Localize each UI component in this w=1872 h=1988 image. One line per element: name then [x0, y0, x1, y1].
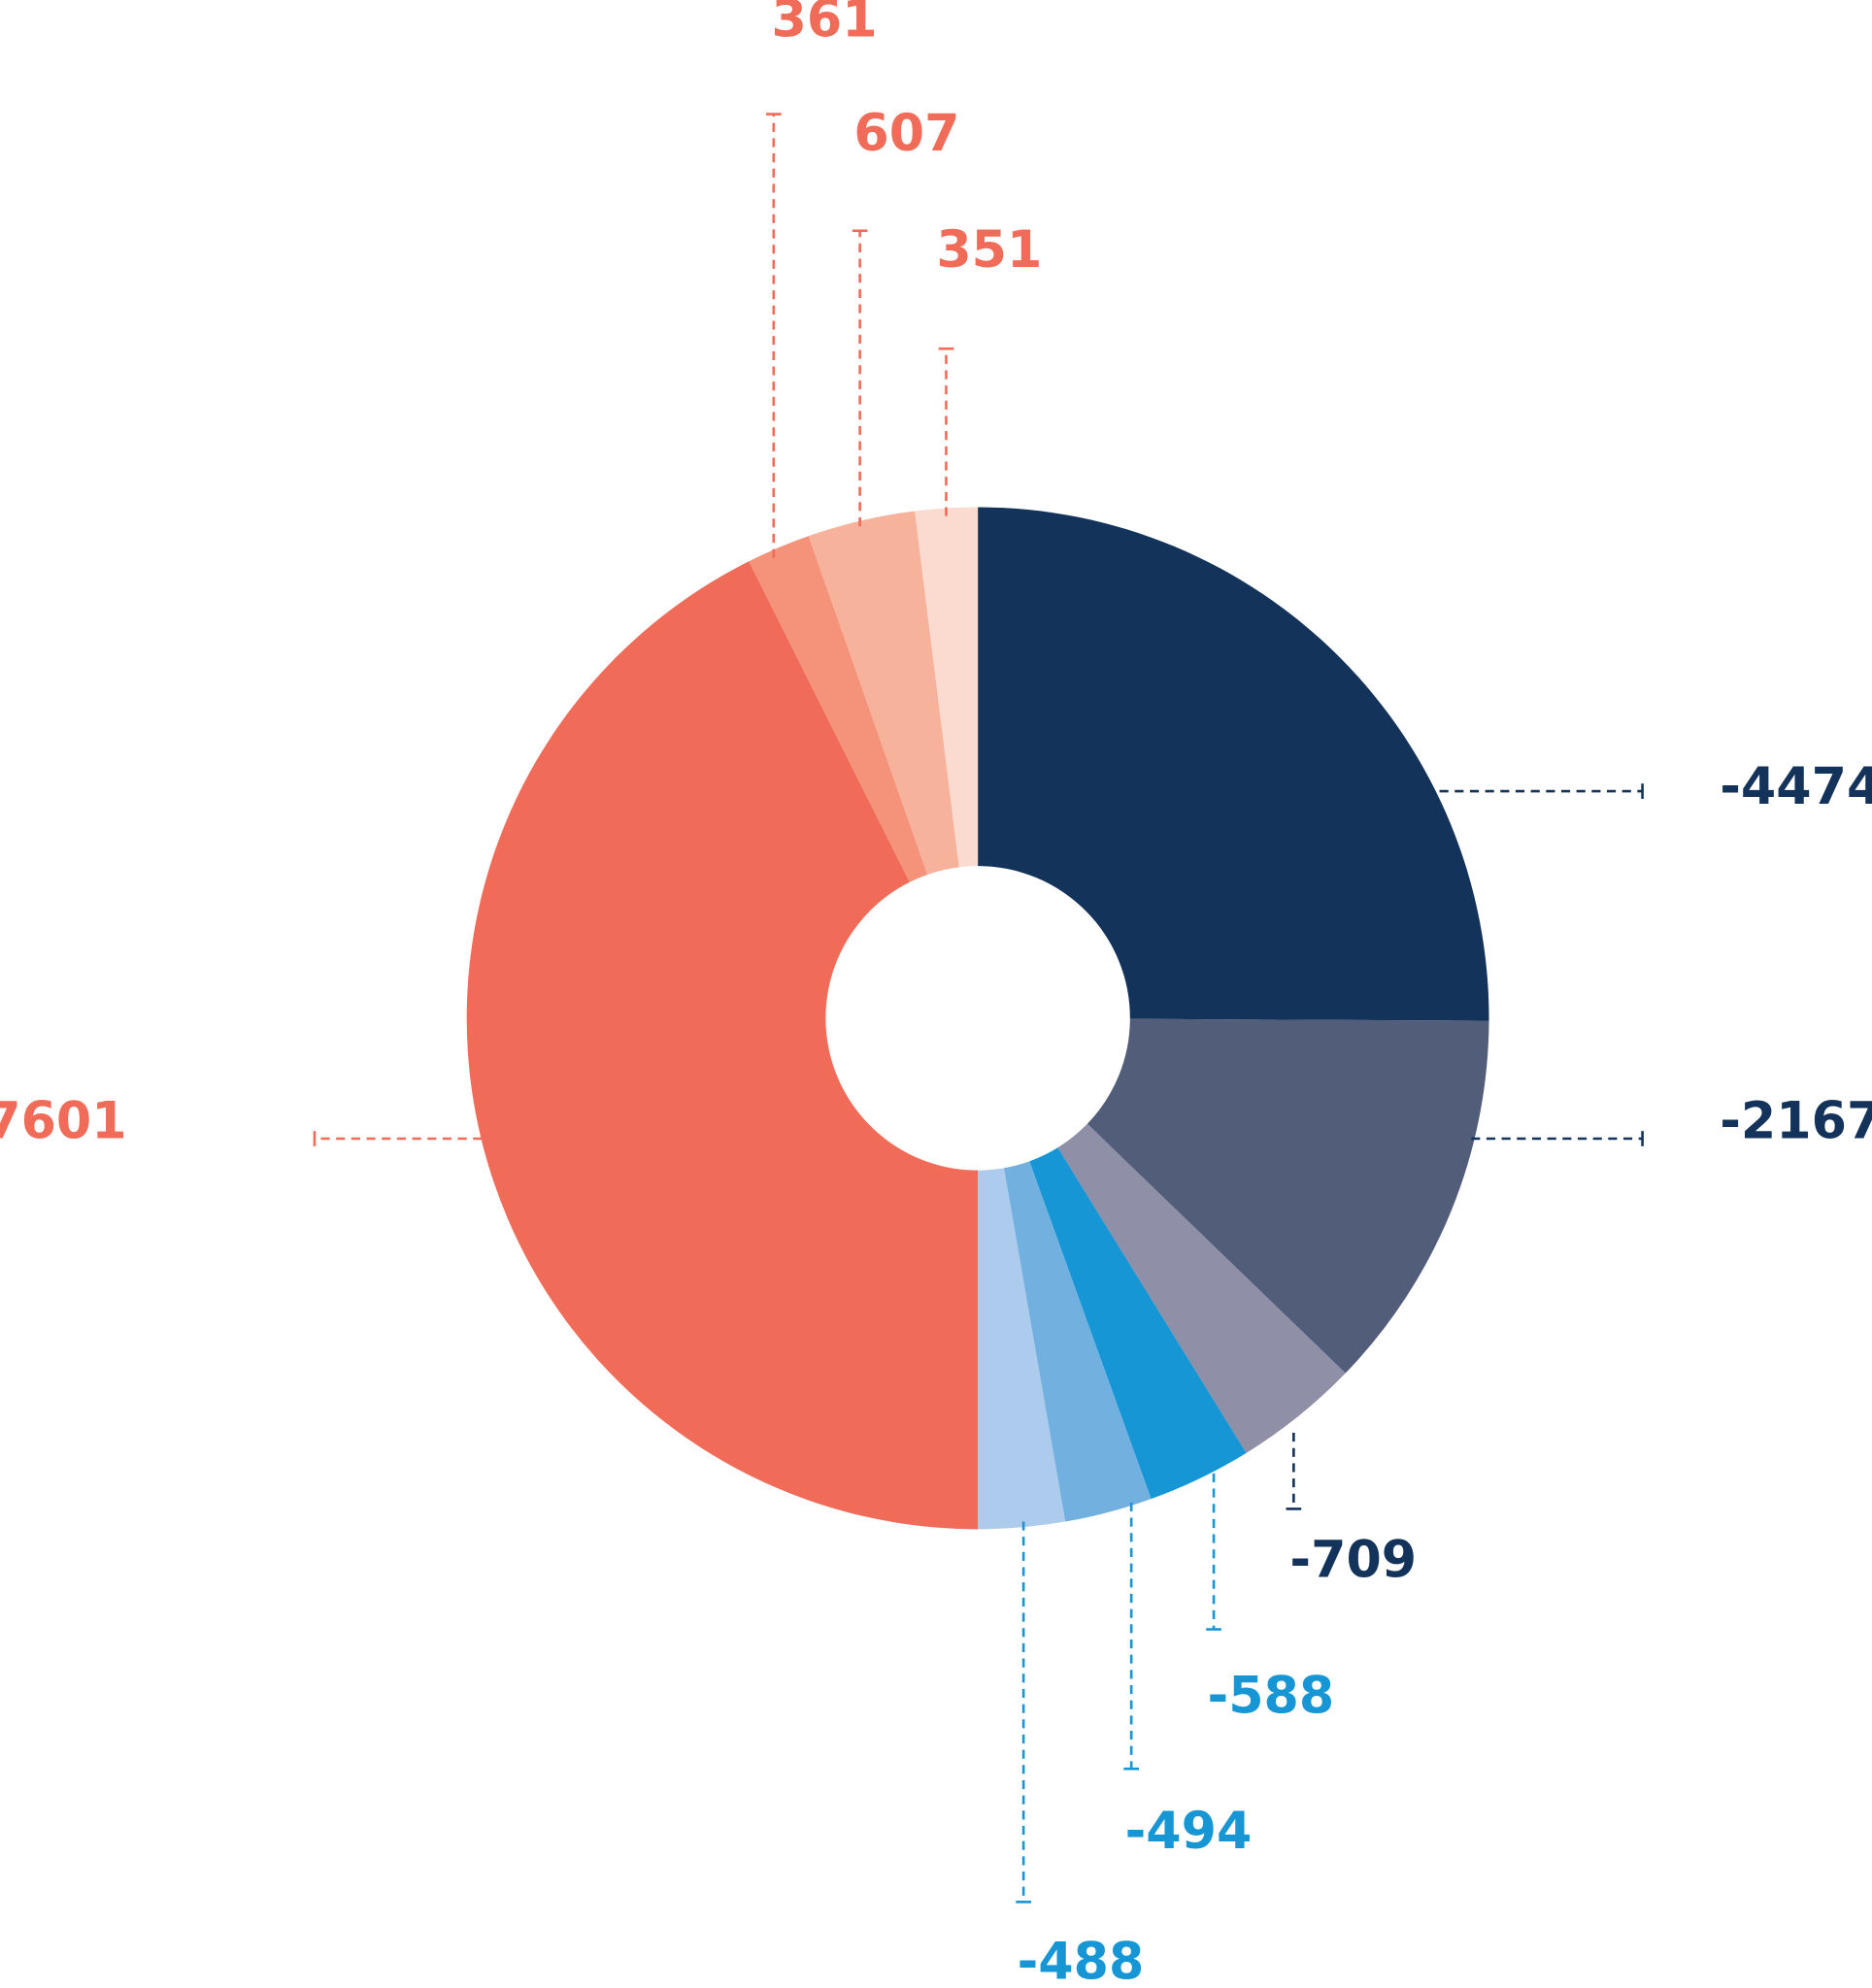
donut-slice — [978, 507, 1489, 1021]
data-label: -494 — [1125, 1803, 1253, 1861]
data-label: -4474 — [1720, 758, 1872, 816]
data-label: -588 — [1208, 1667, 1335, 1725]
data-label: -488 — [1018, 1934, 1145, 1988]
donut-slice — [808, 511, 959, 875]
data-label: 351 — [936, 221, 1042, 280]
data-label: 7601 — [0, 1093, 127, 1151]
data-label: 361 — [772, 0, 878, 50]
donut-slice — [466, 561, 979, 1530]
donut-slice — [1029, 1147, 1247, 1500]
donut-slice — [915, 507, 979, 868]
donut-slice — [1057, 1123, 1346, 1453]
donut-slice — [1003, 1161, 1152, 1522]
donut-slice — [1086, 1018, 1489, 1374]
data-label: -709 — [1289, 1532, 1417, 1590]
donut-slice — [978, 1168, 1066, 1530]
data-label: 607 — [853, 105, 959, 163]
data-label: -2167 — [1720, 1093, 1872, 1151]
donut-slice — [749, 536, 928, 882]
